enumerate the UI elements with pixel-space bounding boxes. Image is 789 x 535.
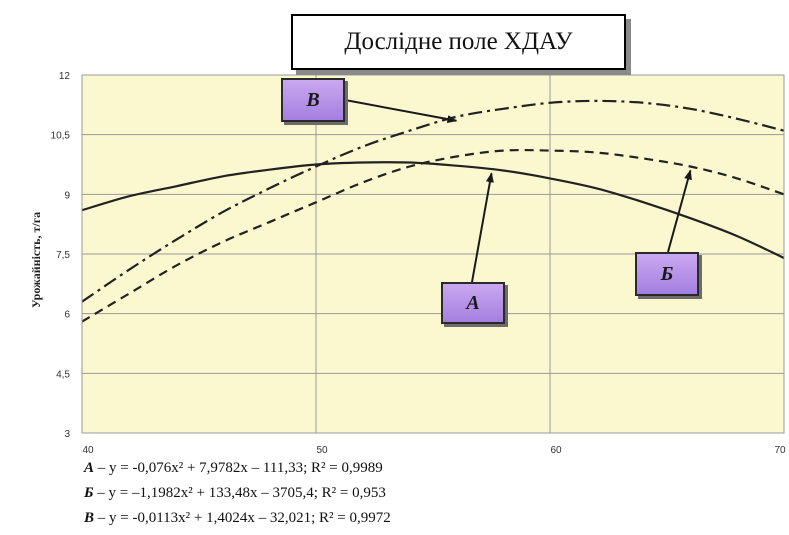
x-tick-label: 40 bbox=[82, 445, 94, 456]
y-tick-label: 9 bbox=[64, 190, 70, 201]
x-tick-label: 70 bbox=[774, 445, 786, 456]
annotation-label-v: В bbox=[281, 78, 345, 122]
y-tick-label: 10,5 bbox=[51, 131, 71, 142]
equation-text: – y = -0,0113x² + 1,4024x – 32,021; R² =… bbox=[94, 510, 391, 526]
x-tick-label: 60 bbox=[550, 445, 562, 456]
tick-labels: 3 4,5 6 7,5 9 10,5 12 40 50 60 70 bbox=[51, 71, 786, 456]
y-tick-label: 6 bbox=[64, 310, 70, 321]
chart-title: Дослідне поле ХДАУ bbox=[291, 14, 626, 70]
series-line-0 bbox=[81, 161, 785, 259]
annotation-arrows bbox=[344, 99, 692, 283]
y-axis-label: Урожайність, т/га bbox=[29, 212, 43, 308]
equation-key: В bbox=[84, 510, 95, 526]
equation-text: – y = –1,1982x² + 133,48x – 3705,4; R² =… bbox=[93, 485, 386, 501]
annotation-arrow-0 bbox=[344, 99, 458, 124]
equation-c: В – y = -0,0113x² + 1,4024x – 32,021; R²… bbox=[84, 510, 391, 527]
series-line-1 bbox=[81, 148, 785, 323]
y-tick-label: 4,5 bbox=[56, 369, 70, 380]
y-tick-label: 7,5 bbox=[56, 250, 70, 261]
x-tick-label: 50 bbox=[316, 445, 328, 456]
annotation-label-b: Б bbox=[635, 252, 699, 296]
equation-a: А – y = -0,076x² + 7,9782x – 111,33; R² … bbox=[84, 460, 383, 477]
plot-frame bbox=[81, 74, 785, 434]
series-lines bbox=[81, 99, 785, 323]
annotation-arrow-1 bbox=[471, 172, 494, 283]
y-tick-label: 3 bbox=[64, 429, 70, 440]
annotation-arrow-2 bbox=[667, 169, 692, 253]
annotation-label-a: А bbox=[441, 282, 505, 324]
y-tick-label: 12 bbox=[59, 71, 71, 82]
equation-key: А bbox=[84, 460, 95, 476]
equation-text: – y = -0,076x² + 7,9782x – 111,33; R² = … bbox=[94, 460, 383, 476]
equation-b: Б – y = –1,1982x² + 133,48x – 3705,4; R²… bbox=[84, 485, 386, 502]
equation-key: Б bbox=[84, 485, 94, 501]
series-line-2 bbox=[81, 99, 785, 303]
